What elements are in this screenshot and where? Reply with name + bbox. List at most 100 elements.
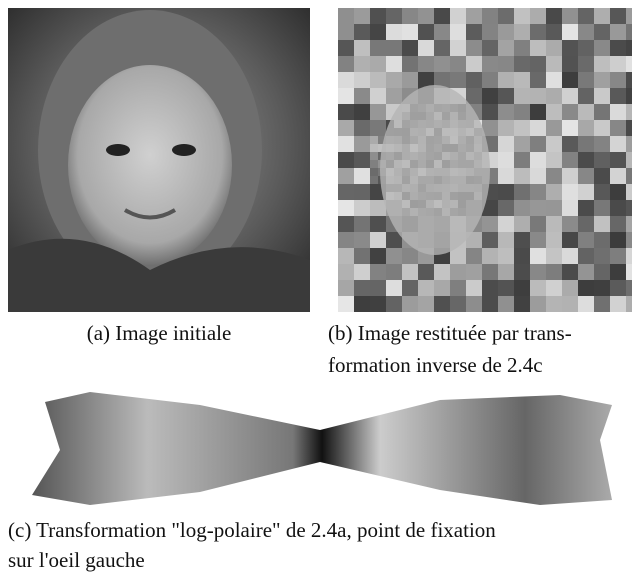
pixel-block — [370, 200, 386, 216]
pixel-block — [514, 24, 530, 40]
pixel-block — [370, 248, 386, 264]
pixel-block — [514, 8, 530, 24]
pixel-block — [594, 296, 610, 312]
pixel-block — [626, 40, 632, 56]
pixel-block — [578, 280, 594, 296]
pixel-block — [578, 40, 594, 56]
pixel-block — [546, 88, 562, 104]
pixel-block — [466, 296, 482, 312]
pixel-block — [386, 296, 402, 312]
pixel-block — [386, 24, 402, 40]
pixel-block — [562, 296, 578, 312]
pixel-block — [386, 264, 402, 280]
pixel-block — [610, 72, 626, 88]
pixel-block — [562, 200, 578, 216]
pixel-block — [450, 264, 466, 280]
pixel-block — [562, 72, 578, 88]
pixel-block — [338, 136, 354, 152]
pixel-block — [450, 280, 466, 296]
pixel-block — [434, 24, 450, 40]
pixel-block — [610, 264, 626, 280]
pixel-block — [530, 40, 546, 56]
pixel-block — [546, 24, 562, 40]
pixel-block — [402, 8, 418, 24]
pixel-block — [546, 296, 562, 312]
pixel-block — [562, 248, 578, 264]
pixel-block — [338, 216, 354, 232]
pixel-block — [434, 56, 450, 72]
pixel-block — [546, 56, 562, 72]
pixel-block — [514, 104, 530, 120]
pixel-block — [354, 264, 370, 280]
pixel-block — [370, 40, 386, 56]
pixel-block — [498, 184, 514, 200]
pixel-block — [370, 144, 378, 152]
pixel-block — [354, 120, 370, 136]
pixel-block — [578, 8, 594, 24]
pixel-block — [626, 136, 632, 152]
pixel-block — [354, 136, 370, 152]
pixel-block — [562, 136, 578, 152]
pixel-block — [514, 232, 530, 248]
pixel-block — [530, 264, 546, 280]
pixel-block — [594, 56, 610, 72]
pixel-block — [402, 40, 418, 56]
pixel-block — [370, 216, 386, 232]
pixel-block — [578, 168, 594, 184]
pixel-block — [370, 8, 386, 24]
pixel-block — [418, 24, 434, 40]
pixel-block — [482, 296, 498, 312]
pixel-block — [498, 88, 514, 104]
pixel-block — [610, 168, 626, 184]
pixel-block — [594, 168, 610, 184]
pixel-block — [562, 264, 578, 280]
pixel-block — [546, 168, 562, 184]
pixel-block — [626, 88, 632, 104]
pixel-block — [610, 88, 626, 104]
pixel-block — [610, 280, 626, 296]
pixel-block — [386, 72, 402, 88]
pixel-block — [418, 8, 434, 24]
pixel-block — [578, 152, 594, 168]
pixel-block — [562, 168, 578, 184]
pixel-block — [370, 56, 386, 72]
face-region — [380, 85, 490, 255]
pixel-block — [530, 184, 546, 200]
caption-a: (a) Image initiale — [87, 321, 232, 345]
pixel-block — [354, 184, 370, 200]
pixel-block — [594, 280, 610, 296]
pixel-block — [594, 40, 610, 56]
pixel-block — [466, 8, 482, 24]
pixel-block — [386, 40, 402, 56]
pixel-block — [530, 280, 546, 296]
pixel-block — [338, 200, 354, 216]
pixel-block — [530, 72, 546, 88]
pixel-block — [530, 248, 546, 264]
pixel-block — [386, 248, 402, 264]
pixel-block — [418, 72, 434, 88]
pixel-block — [594, 104, 610, 120]
pixel-block — [434, 280, 450, 296]
pixel-block — [578, 200, 594, 216]
pixel-block — [626, 296, 632, 312]
pixel-block — [354, 88, 370, 104]
pixel-block — [402, 24, 418, 40]
pixel-block — [530, 216, 546, 232]
pixel-block — [626, 264, 632, 280]
pixel-block — [594, 120, 610, 136]
pixel-block — [514, 248, 530, 264]
pixel-block — [546, 264, 562, 280]
pixel-block — [514, 264, 530, 280]
pixel-block — [626, 248, 632, 264]
pixel-block — [402, 248, 418, 264]
pixel-block — [594, 136, 610, 152]
pixel-block — [354, 24, 370, 40]
pixel-block — [482, 56, 498, 72]
pixel-block — [338, 280, 354, 296]
pixel-block — [626, 280, 632, 296]
pixel-block — [418, 56, 434, 72]
pixel-block — [498, 56, 514, 72]
pixel-block — [578, 184, 594, 200]
pixel-block — [370, 120, 386, 136]
pixel-block — [594, 232, 610, 248]
